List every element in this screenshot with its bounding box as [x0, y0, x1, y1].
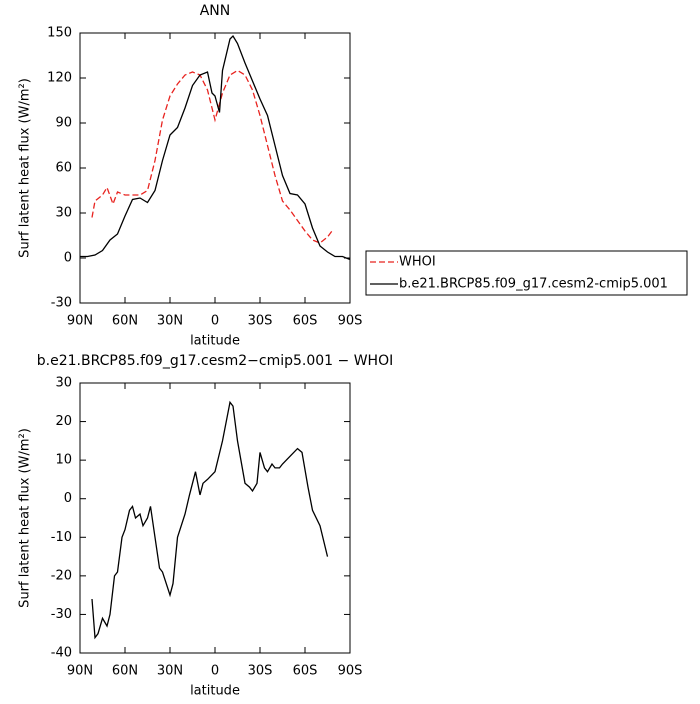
x-tick-label: 60N — [112, 314, 138, 329]
y-tick-label: 120 — [47, 71, 72, 86]
x-tick-label: 0 — [211, 664, 219, 679]
y-tick-label: 0 — [64, 491, 72, 506]
chart-title: b.e21.BRCP85.f09_g17.cesm2−cmip5.001 − W… — [37, 353, 393, 369]
plot-frame — [79, 382, 351, 654]
y-tick-label: 30 — [55, 376, 72, 391]
y-axis-label: Surf latent heat flux (W/m²) — [18, 78, 33, 258]
y-tick-label: 60 — [55, 161, 72, 176]
y-tick-label: -20 — [51, 568, 72, 583]
y-axis-label: Surf latent heat flux (W/m²) — [18, 428, 33, 608]
y-tick-label: -40 — [51, 646, 72, 661]
data-line — [80, 34, 351, 261]
chart-title: ANN — [200, 3, 231, 19]
legend-label: WHOI — [399, 255, 436, 270]
legend-box — [365, 250, 688, 296]
x-tick-label: 30N — [157, 314, 183, 329]
x-tick-label: 30S — [248, 664, 273, 679]
y-tick-label: -30 — [51, 607, 72, 622]
x-tick-label: 30N — [157, 664, 183, 679]
y-tick-label: 150 — [47, 26, 72, 41]
plot-frame — [79, 32, 351, 304]
x-tick-label: 60S — [293, 314, 318, 329]
y-tick-label: 30 — [55, 206, 72, 221]
x-tick-label: 30S — [248, 314, 273, 329]
y-tick-label: 20 — [55, 414, 72, 429]
y-tick-label: -30 — [51, 296, 72, 311]
x-tick-label: 60N — [112, 664, 138, 679]
legend-label: b.e21.BRCP85.f09_g17.cesm2-cmip5.001 — [399, 277, 668, 292]
x-tick-label: 90S — [338, 314, 363, 329]
x-tick-label: 90N — [67, 664, 93, 679]
data-line — [91, 69, 333, 244]
y-tick-label: 0 — [64, 251, 72, 266]
x-axis-label: latitude — [190, 334, 240, 349]
data-line — [91, 400, 329, 640]
x-tick-label: 0 — [211, 314, 219, 329]
x-axis-label: latitude — [190, 684, 240, 699]
y-tick-label: -10 — [51, 530, 72, 545]
x-tick-label: 90S — [338, 664, 363, 679]
y-tick-label: 10 — [55, 453, 72, 468]
x-tick-label: 60S — [293, 664, 318, 679]
x-tick-label: 90N — [67, 314, 93, 329]
y-tick-label: 90 — [55, 116, 72, 131]
